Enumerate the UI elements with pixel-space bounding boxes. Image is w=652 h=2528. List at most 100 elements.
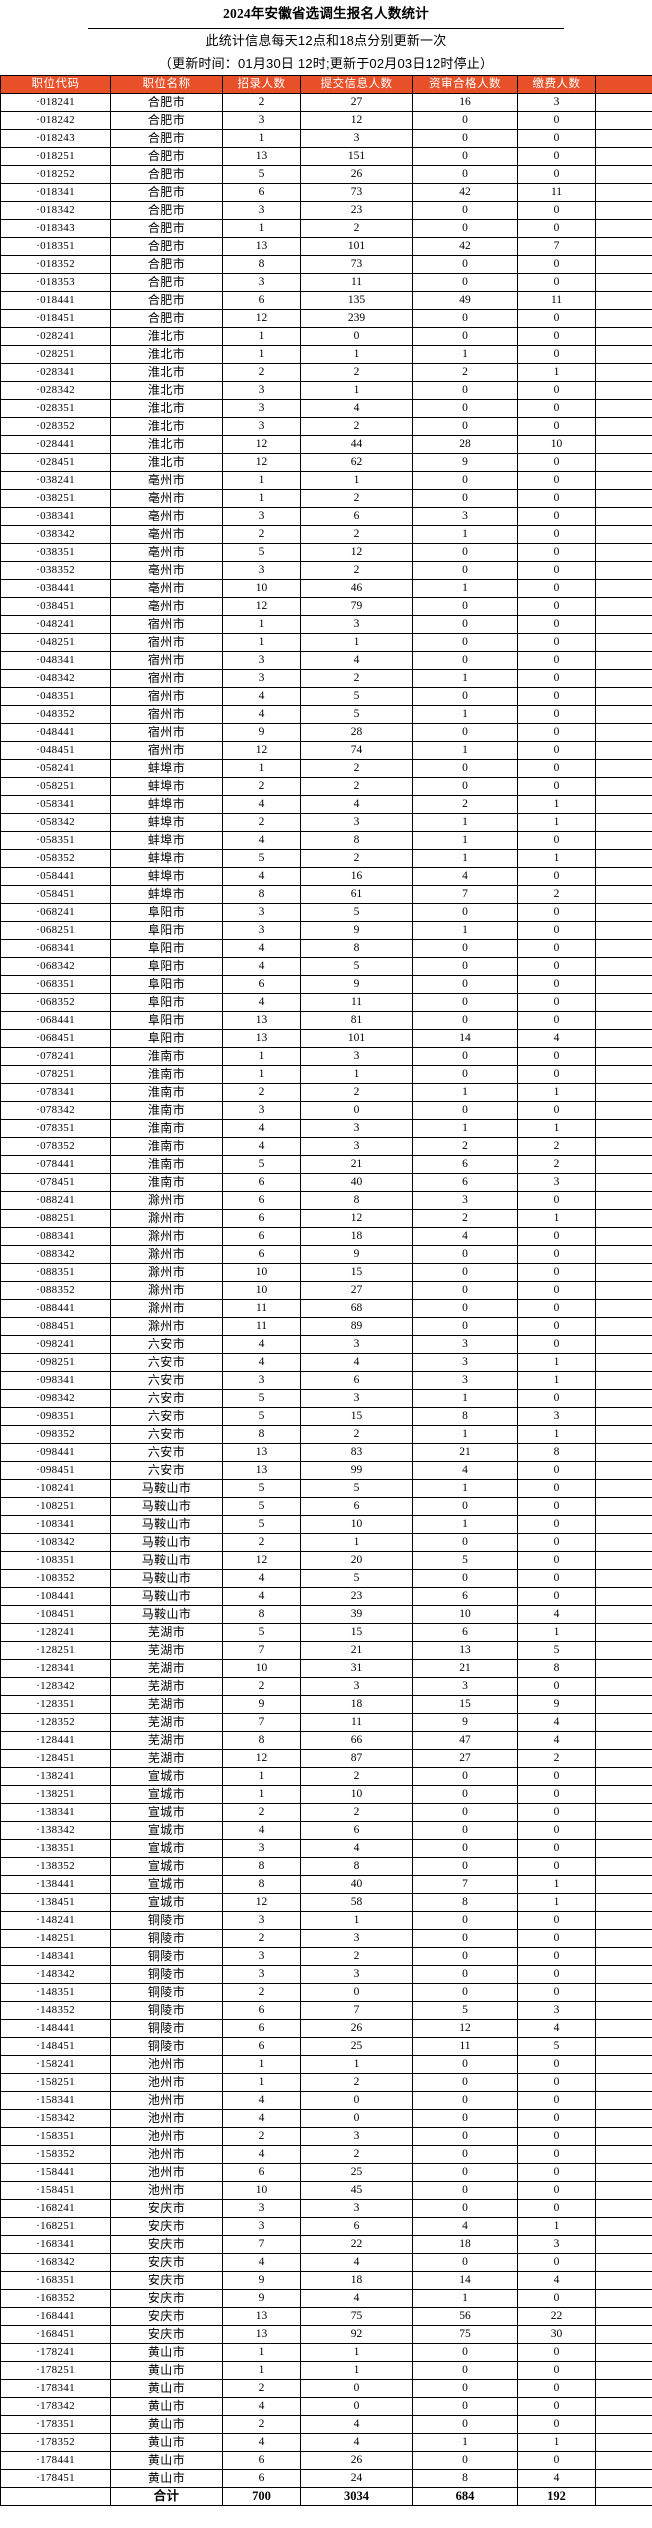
cell-job-code: ·128351: [0, 1695, 111, 1714]
cell-job-code: ·138342: [0, 1821, 111, 1840]
cell-job-name: 马鞍山市: [110, 1515, 223, 1534]
cell-job-name: 蚌埠市: [110, 759, 223, 778]
table-row: ·138342 宣城市 4 6 0 0: [0, 1821, 652, 1840]
cell-paid-count: 0: [517, 129, 596, 148]
cell-job-code: ·068351: [0, 975, 111, 994]
cell-recruit-count: 2: [222, 1803, 301, 1822]
total-row-spacer: [595, 2487, 652, 2506]
cell-job-code: ·048351: [0, 687, 111, 706]
cell-paid-count: 4: [517, 2019, 596, 2038]
cell-paid-count: 0: [517, 2127, 596, 2146]
cell-submitted-count: 83: [300, 1443, 413, 1462]
cell-spacer: [595, 2127, 652, 2146]
table-row: ·168251 安庆市 3 6 4 1: [0, 2217, 652, 2236]
cell-submitted-count: 0: [300, 2397, 413, 2416]
cell-paid-count: 0: [517, 1281, 596, 1300]
cell-job-code: ·088451: [0, 1317, 111, 1336]
cell-qualified-count: 0: [412, 1569, 518, 1588]
cell-spacer: [595, 885, 652, 904]
cell-spacer: [595, 1479, 652, 1498]
cell-spacer: [595, 1659, 652, 1678]
cell-qualified-count: 2: [412, 1209, 518, 1228]
cell-submitted-count: 4: [300, 2253, 413, 2272]
cell-job-code: ·098352: [0, 1425, 111, 1444]
table-row: ·018451 合肥市 12 239 0 0: [0, 309, 652, 328]
cell-paid-count: 0: [517, 2451, 596, 2470]
cell-job-code: ·038341: [0, 507, 111, 526]
cell-submitted-count: 2: [300, 2073, 413, 2092]
cell-qualified-count: 0: [412, 2073, 518, 2092]
cell-spacer: [595, 2433, 652, 2452]
cell-qualified-count: 0: [412, 2343, 518, 2362]
cell-spacer: [595, 1893, 652, 1912]
cell-spacer: [595, 2235, 652, 2254]
cell-spacer: [595, 1695, 652, 1714]
cell-job-code: ·098241: [0, 1335, 111, 1354]
cell-job-name: 阜阳市: [110, 993, 223, 1012]
cell-qualified-count: 6: [412, 1173, 518, 1192]
cell-spacer: [595, 795, 652, 814]
cell-submitted-count: 1: [300, 2361, 413, 2380]
table-row: ·168241 安庆市 3 3 0 0: [0, 2199, 652, 2218]
cell-job-code: ·038441: [0, 579, 111, 598]
cell-paid-count: 0: [517, 1227, 596, 1246]
cell-qualified-count: 1: [412, 525, 518, 544]
cell-paid-count: 0: [517, 759, 596, 778]
cell-qualified-count: 0: [412, 201, 518, 220]
cell-submitted-count: 1: [300, 1533, 413, 1552]
cell-job-code: ·078351: [0, 1119, 111, 1138]
table-row: ·098251 六安市 4 4 3 1: [0, 1353, 652, 1372]
cell-submitted-count: 61: [300, 885, 413, 904]
table-row: ·078241 淮南市 1 3 0 0: [0, 1047, 652, 1066]
cell-job-name: 淮北市: [110, 363, 223, 382]
cell-job-code: ·158251: [0, 2073, 111, 2092]
cell-paid-count: 2: [517, 1749, 596, 1768]
cell-paid-count: 0: [517, 669, 596, 688]
cell-submitted-count: 87: [300, 1749, 413, 1768]
page-title: 2024年安徽省选调生报名人数统计: [88, 0, 564, 29]
cell-job-name: 安庆市: [110, 2307, 223, 2326]
cell-spacer: [595, 1029, 652, 1048]
cell-qualified-count: 8: [412, 1407, 518, 1426]
cell-submitted-count: 89: [300, 1317, 413, 1336]
table-row: ·108251 马鞍山市 5 6 0 0: [0, 1497, 652, 1516]
cell-paid-count: 0: [517, 1947, 596, 1966]
cell-paid-count: 0: [517, 615, 596, 634]
cell-submitted-count: 40: [300, 1173, 413, 1192]
cell-recruit-count: 10: [222, 2181, 301, 2200]
cell-job-name: 阜阳市: [110, 975, 223, 994]
cell-qualified-count: 0: [412, 1785, 518, 1804]
cell-submitted-count: 0: [300, 1983, 413, 2002]
table-row: ·068251 阜阳市 3 9 1 0: [0, 921, 652, 940]
cell-recruit-count: 4: [222, 2091, 301, 2110]
cell-recruit-count: 5: [222, 1155, 301, 1174]
cell-submitted-count: 1: [300, 381, 413, 400]
total-row: 合计 700 3034 684 192: [0, 2487, 652, 2506]
cell-spacer: [595, 2397, 652, 2416]
cell-job-code: ·168241: [0, 2199, 111, 2218]
cell-job-code: ·168351: [0, 2271, 111, 2290]
cell-spacer: [595, 2361, 652, 2380]
cell-job-code: ·128352: [0, 1713, 111, 1732]
cell-spacer: [595, 831, 652, 850]
cell-recruit-count: 4: [222, 2145, 301, 2164]
cell-submitted-count: 2: [300, 849, 413, 868]
cell-recruit-count: 3: [222, 903, 301, 922]
cell-submitted-count: 1: [300, 1911, 413, 1930]
cell-recruit-count: 3: [222, 507, 301, 526]
cell-qualified-count: 0: [412, 219, 518, 238]
cell-qualified-count: 1: [412, 705, 518, 724]
total-recruit-count: 700: [222, 2487, 301, 2506]
cell-paid-count: 0: [517, 489, 596, 508]
cell-qualified-count: 1: [412, 1479, 518, 1498]
cell-job-code: ·018343: [0, 219, 111, 238]
cell-recruit-count: 5: [222, 1515, 301, 1534]
cell-submitted-count: 5: [300, 1479, 413, 1498]
cell-spacer: [595, 1497, 652, 1516]
cell-qualified-count: 4: [412, 867, 518, 886]
table-row: ·028342 淮北市 3 1 0 0: [0, 381, 652, 400]
cell-job-code: ·058351: [0, 831, 111, 850]
cell-qualified-count: 0: [412, 1911, 518, 1930]
cell-paid-count: 0: [517, 1299, 596, 1318]
cell-qualified-count: 0: [412, 1299, 518, 1318]
